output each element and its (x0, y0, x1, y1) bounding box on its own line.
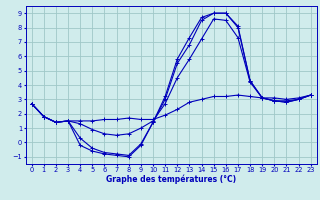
X-axis label: Graphe des températures (°C): Graphe des températures (°C) (106, 175, 236, 184)
